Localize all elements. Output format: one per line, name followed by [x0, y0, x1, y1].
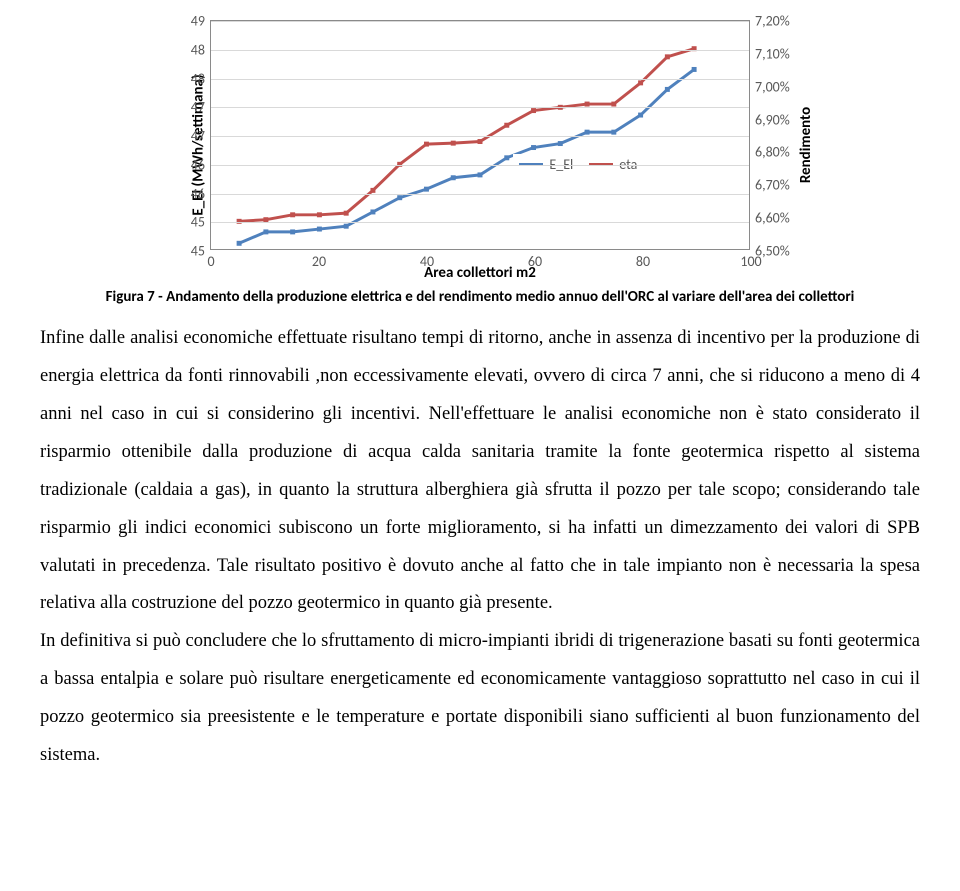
series-marker-eta: [665, 54, 670, 59]
y1-tick-label: 47: [191, 128, 211, 145]
series-marker-eta: [638, 80, 643, 85]
grid-line: [211, 136, 749, 137]
y1-tick-label: 47: [191, 99, 211, 116]
grid-line: [211, 165, 749, 166]
series-marker-eta: [611, 102, 616, 107]
series-marker-E_El: [397, 195, 402, 200]
y2-tick-label: 6,70%: [749, 177, 790, 194]
series-marker-eta: [344, 211, 349, 216]
grid-line: [211, 21, 749, 22]
series-marker-eta: [478, 139, 483, 144]
x-tick-label: 80: [636, 249, 650, 270]
y2-tick-label: 6,90%: [749, 111, 790, 128]
y1-tick-label: 48: [191, 70, 211, 87]
series-marker-E_El: [504, 155, 509, 160]
grid-line: [211, 107, 749, 108]
series-marker-E_El: [585, 130, 590, 135]
series-marker-E_El: [237, 241, 242, 246]
figure-caption: Figura 7 - Andamento della produzione el…: [40, 288, 920, 306]
y1-tick-label: 46: [191, 185, 211, 202]
series-marker-eta: [370, 188, 375, 193]
grid-line: [211, 79, 749, 80]
chart-lines-svg: [211, 21, 749, 249]
series-marker-eta: [290, 212, 295, 217]
y2-tick-label: 7,10%: [749, 45, 790, 62]
y2-tick-label: 7,00%: [749, 78, 790, 95]
series-marker-eta: [424, 142, 429, 147]
series-marker-E_El: [558, 141, 563, 146]
y2-tick-label: 6,60%: [749, 210, 790, 227]
chart-container: E_El (MWh/settimana) Rendimento Area col…: [120, 10, 840, 280]
series-marker-E_El: [531, 145, 536, 150]
series-marker-E_El: [451, 175, 456, 180]
y2-axis-label: Rendimento: [797, 107, 815, 183]
x-tick-label: 60: [528, 249, 542, 270]
series-marker-E_El: [290, 229, 295, 234]
series-marker-E_El: [344, 224, 349, 229]
paragraph-2: In definitiva si può concludere che lo s…: [40, 623, 920, 775]
chart-box: E_El (MWh/settimana) Rendimento Area col…: [120, 10, 840, 280]
series-marker-E_El: [370, 209, 375, 214]
grid-line: [211, 50, 749, 51]
x-tick-label: 40: [420, 249, 434, 270]
body-text: Infine dalle analisi economiche effettua…: [40, 320, 920, 775]
series-marker-eta: [317, 212, 322, 217]
series-marker-E_El: [424, 187, 429, 192]
series-marker-eta: [451, 141, 456, 146]
series-marker-E_El: [263, 229, 268, 234]
series-marker-E_El: [317, 227, 322, 232]
series-marker-eta: [585, 102, 590, 107]
x-axis-label: Area collettori m2: [210, 264, 750, 282]
y1-tick-label: 48: [191, 41, 211, 58]
series-marker-eta: [504, 123, 509, 128]
y2-tick-label: 7,20%: [749, 13, 790, 30]
x-tick-label: 20: [312, 249, 326, 270]
series-marker-E_El: [478, 172, 483, 177]
series-marker-E_El: [638, 113, 643, 118]
y1-tick-label: 45: [191, 214, 211, 231]
grid-line: [211, 194, 749, 195]
series-marker-E_El: [692, 67, 697, 72]
grid-line: [211, 222, 749, 223]
y2-tick-label: 6,80%: [749, 144, 790, 161]
series-marker-E_El: [665, 87, 670, 92]
y1-tick-label: 46: [191, 156, 211, 173]
x-tick-label: 100: [740, 249, 761, 270]
paragraph-1: Infine dalle analisi economiche effettua…: [40, 320, 920, 623]
series-marker-E_El: [611, 130, 616, 135]
series-marker-eta: [531, 108, 536, 113]
x-tick-label: 0: [207, 249, 214, 270]
series-line-eta: [239, 49, 694, 222]
y1-tick-label: 49: [191, 13, 211, 30]
plot-area: E_Eleta 4545464647474848496,50%6,60%6,70…: [210, 20, 750, 250]
